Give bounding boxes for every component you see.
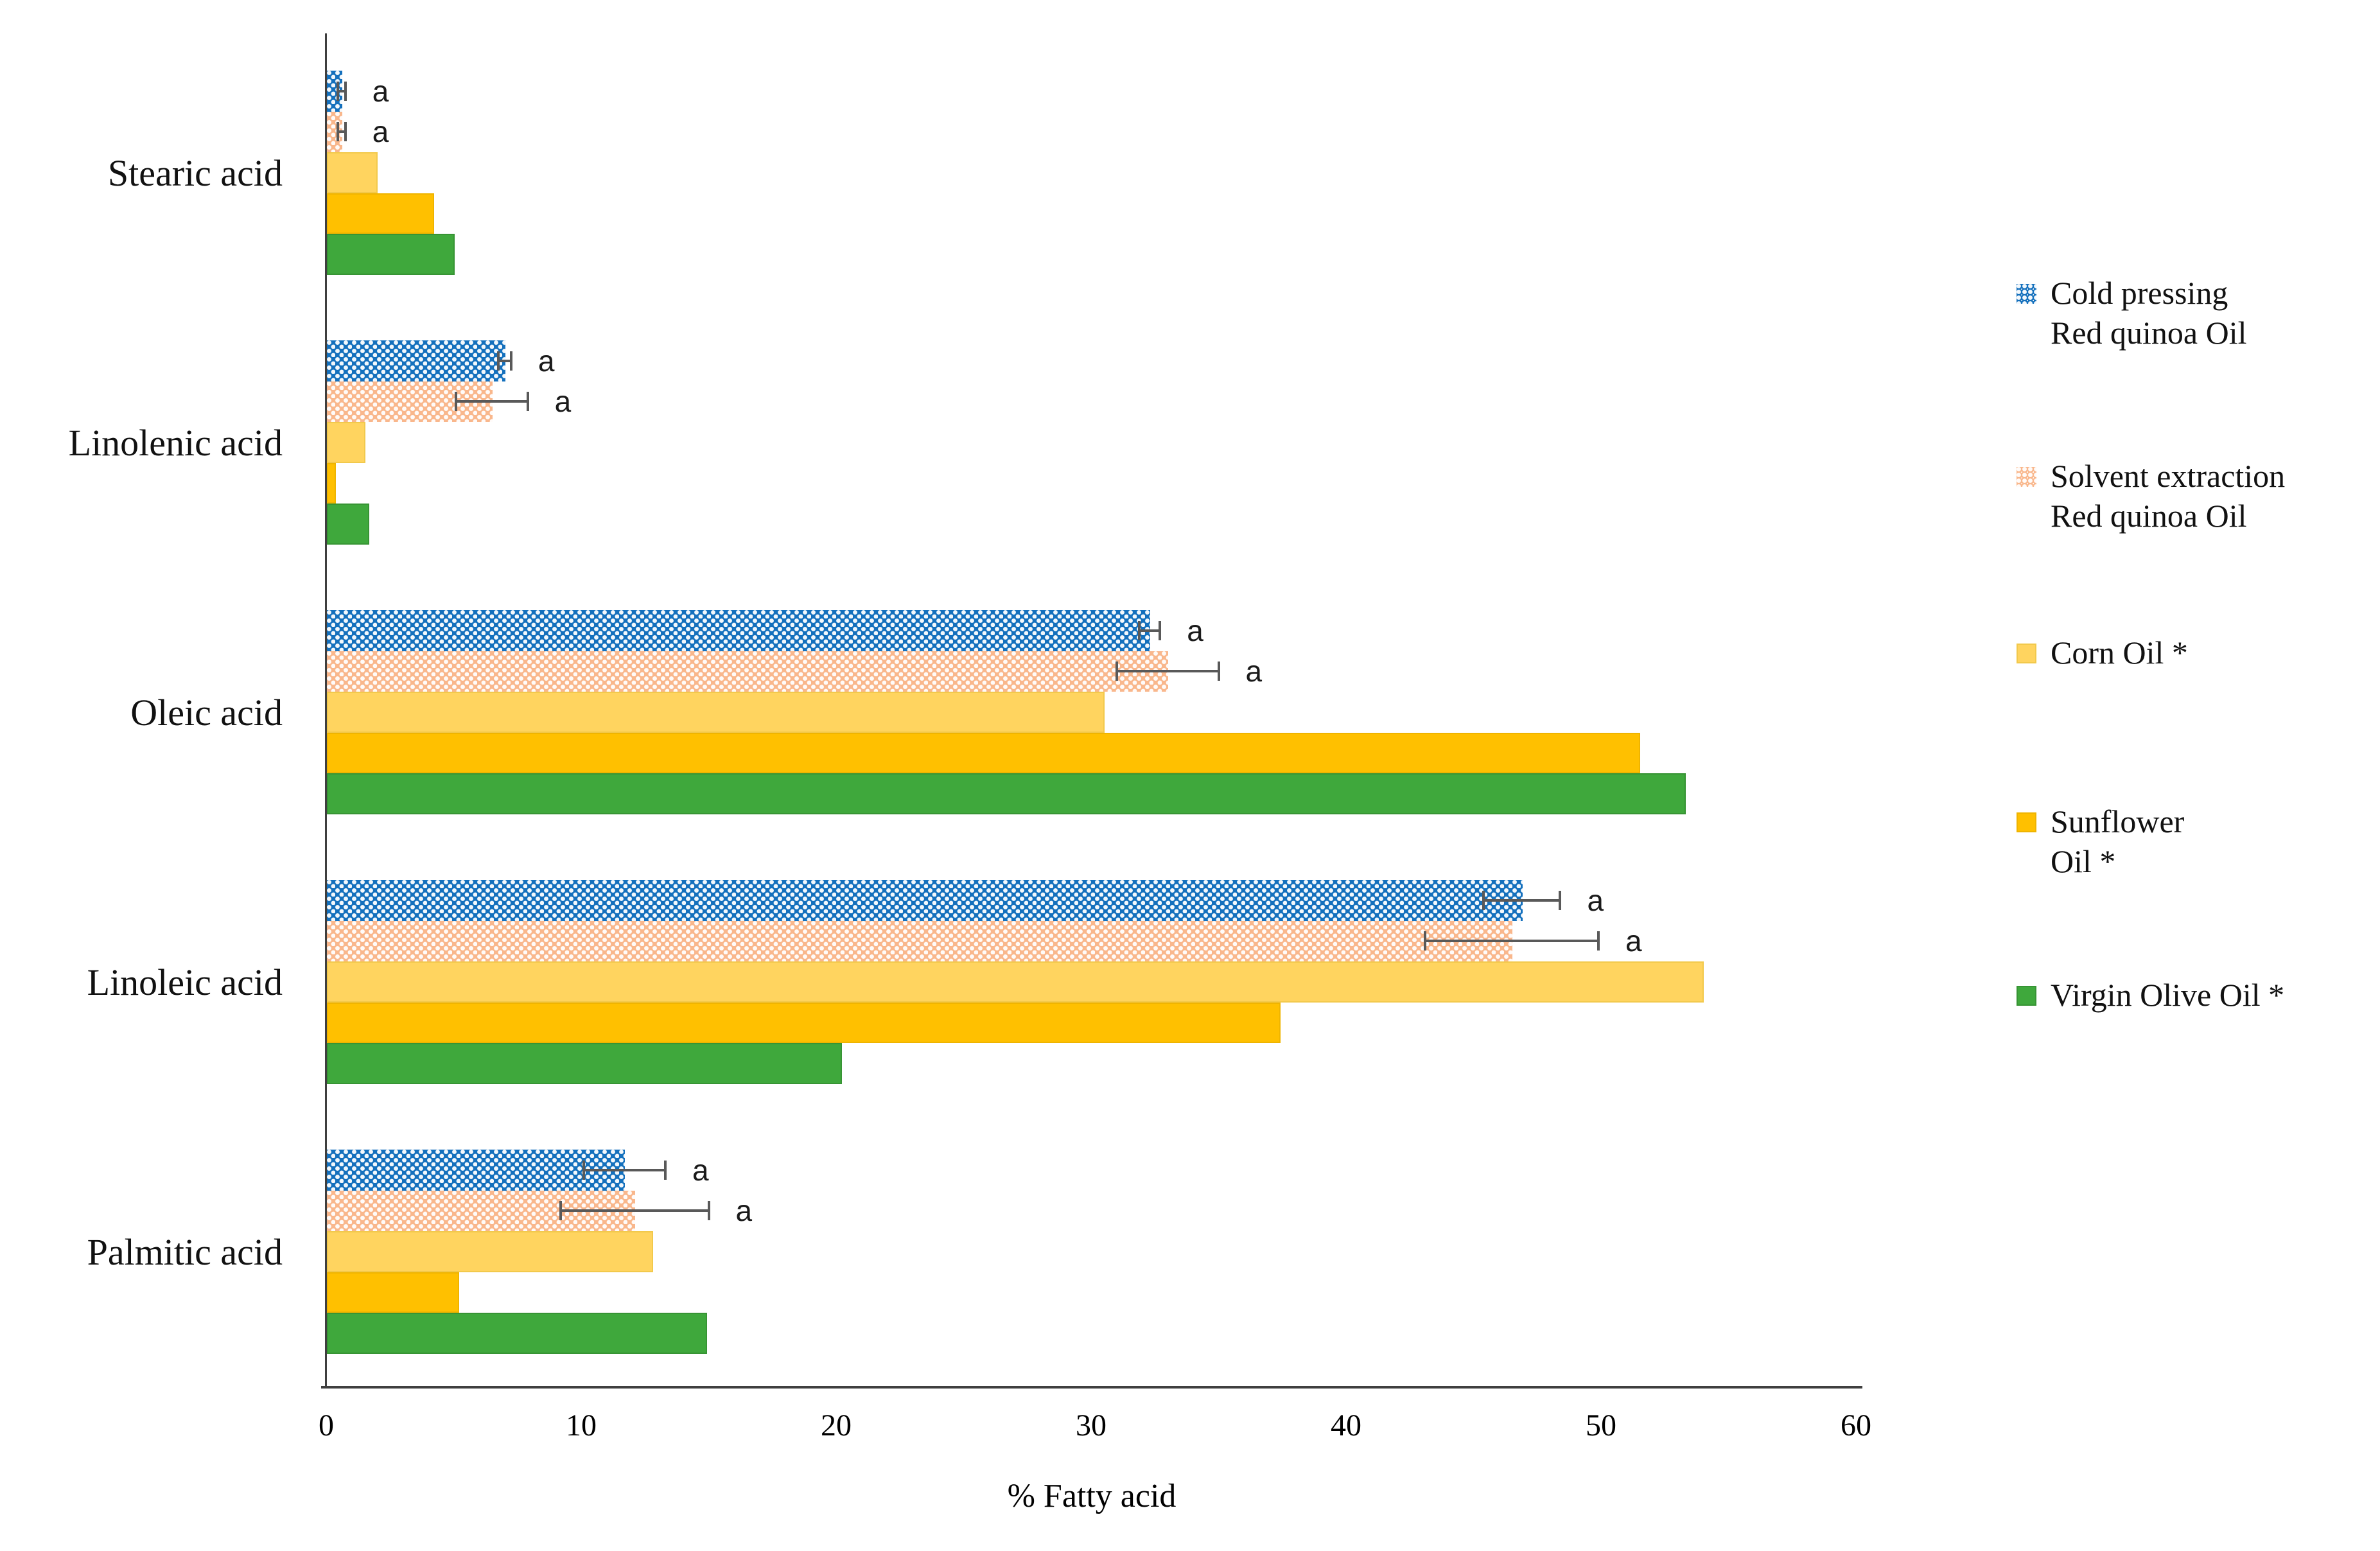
x-tick-label-0: 0 bbox=[319, 1408, 334, 1442]
significance-letter-cold-pressing-red-quinoa-oil-oleic-acid: a bbox=[1187, 613, 1203, 647]
bar-corn-oil-linolenic-acid bbox=[327, 422, 365, 463]
error-bar-cap-left bbox=[336, 81, 339, 101]
error-bar-cap-right bbox=[1597, 931, 1600, 951]
bar-solvent-extraction-red-quinoa-oil-oleic-acid bbox=[327, 651, 1169, 692]
x-tick-label-20: 20 bbox=[821, 1408, 852, 1442]
legend-item-sunflower-oil: Sunflower Oil * bbox=[2017, 802, 2184, 881]
error-bar-cap-right bbox=[344, 81, 347, 101]
significance-letter-solvent-extraction-red-quinoa-oil-palmitic-acid: a bbox=[735, 1194, 753, 1228]
legend-swatch-corn-oil bbox=[2017, 644, 2036, 663]
bar-virgin-olive-oil-linolenic-acid bbox=[327, 504, 369, 545]
bar-cold-pressing-red-quinoa-oil-palmitic-acid bbox=[327, 1150, 626, 1191]
x-tick-label-30: 30 bbox=[1076, 1408, 1107, 1442]
error-bar-cap-right bbox=[707, 1201, 710, 1221]
error-bar-cap-left bbox=[582, 1160, 585, 1180]
error-bar-cold-pressing-red-quinoa-oil-linoleic-acid bbox=[1483, 898, 1561, 902]
error-bar-cold-pressing-red-quinoa-oil-oleic-acid bbox=[1139, 629, 1160, 632]
bar-cold-pressing-red-quinoa-oil-stearic-acid bbox=[327, 71, 342, 112]
bar-sunflower-oil-linoleic-acid bbox=[327, 1002, 1281, 1044]
legend-item-cold-pressing-red-quinoa-oil: Cold pressing Red quinoa Oil bbox=[2017, 273, 2247, 353]
bar-solvent-extraction-red-quinoa-oil-linoleic-acid bbox=[327, 920, 1513, 962]
bar-cold-pressing-red-quinoa-oil-linolenic-acid bbox=[327, 340, 505, 381]
category-label-linoleic-acid: Linoleic acid bbox=[87, 961, 283, 1003]
bar-sunflower-oil-linolenic-acid bbox=[327, 462, 336, 504]
error-bar-solvent-extraction-red-quinoa-oil-linoleic-acid bbox=[1425, 940, 1599, 943]
error-bar-solvent-extraction-red-quinoa-oil-palmitic-acid bbox=[561, 1209, 709, 1213]
legend-label-sunflower-oil: Sunflower Oil * bbox=[2051, 803, 2185, 879]
legend-item-virgin-olive-oil: Virgin Olive Oil * bbox=[2017, 975, 2284, 1015]
category-label-oleic-acid: Oleic acid bbox=[130, 691, 283, 733]
error-bar-cold-pressing-red-quinoa-oil-linolenic-acid bbox=[498, 359, 511, 362]
bar-solvent-extraction-red-quinoa-oil-palmitic-acid bbox=[327, 1190, 636, 1232]
bar-sunflower-oil-palmitic-acid bbox=[327, 1272, 460, 1313]
error-bar-cap-right bbox=[344, 122, 347, 142]
legend-item-corn-oil: Corn Oil * bbox=[2017, 633, 2188, 672]
error-bar-cap-left bbox=[559, 1201, 563, 1221]
x-tick-label-40: 40 bbox=[1331, 1408, 1361, 1442]
significance-letter-solvent-extraction-red-quinoa-oil-linoleic-acid: a bbox=[1625, 924, 1642, 958]
legend-swatch-sunflower-oil bbox=[2017, 812, 2036, 832]
x-axis-title: % Fatty acid bbox=[1007, 1478, 1177, 1514]
error-bar-cap-left bbox=[455, 392, 458, 412]
significance-letter-solvent-extraction-red-quinoa-oil-stearic-acid: a bbox=[372, 115, 389, 149]
error-bar-cap-right bbox=[509, 351, 512, 371]
bar-virgin-olive-oil-stearic-acid bbox=[327, 234, 455, 275]
error-bar-cap-left bbox=[336, 122, 339, 142]
x-tick-label-50: 50 bbox=[1586, 1408, 1616, 1442]
bar-virgin-olive-oil-oleic-acid bbox=[327, 773, 1686, 814]
significance-letter-solvent-extraction-red-quinoa-oil-linolenic-acid: a bbox=[554, 385, 572, 419]
error-bar-cap-right bbox=[664, 1160, 667, 1180]
error-bar-solvent-extraction-red-quinoa-oil-oleic-acid bbox=[1116, 670, 1219, 673]
bar-corn-oil-stearic-acid bbox=[327, 152, 378, 193]
error-bar-cap-left bbox=[1115, 662, 1118, 681]
legend-label-solvent-extraction-red-quinoa-oil: Solvent extraction Red quinoa Oil bbox=[2051, 458, 2286, 534]
bar-corn-oil-oleic-acid bbox=[327, 692, 1105, 733]
bar-corn-oil-linoleic-acid bbox=[327, 961, 1704, 1003]
legend-label-cold-pressing-red-quinoa-oil: Cold pressing Red quinoa Oil bbox=[2051, 275, 2247, 351]
x-tick-label-60: 60 bbox=[1841, 1408, 1871, 1442]
error-bar-cap-right bbox=[526, 392, 529, 412]
error-bar-cap-left bbox=[1482, 890, 1485, 910]
category-label-linolenic-acid: Linolenic acid bbox=[68, 421, 283, 464]
significance-letter-solvent-extraction-red-quinoa-oil-oleic-acid: a bbox=[1245, 654, 1263, 688]
error-bar-cold-pressing-red-quinoa-oil-stearic-acid bbox=[337, 89, 346, 92]
bar-cold-pressing-red-quinoa-oil-oleic-acid bbox=[327, 610, 1151, 651]
legend-label-corn-oil: Corn Oil * bbox=[2051, 635, 2188, 670]
error-bar-cap-right bbox=[1159, 620, 1162, 640]
error-bar-cap-left bbox=[1424, 931, 1427, 951]
x-tick-label-10: 10 bbox=[566, 1408, 597, 1442]
x-axis-line bbox=[321, 1386, 1862, 1389]
legend-swatch-solvent-extraction-red-quinoa-oil bbox=[2017, 467, 2036, 487]
significance-letter-cold-pressing-red-quinoa-oil-linolenic-acid: a bbox=[538, 344, 555, 378]
bar-corn-oil-palmitic-acid bbox=[327, 1231, 654, 1272]
bar-cold-pressing-red-quinoa-oil-linoleic-acid bbox=[327, 880, 1523, 921]
error-bar-solvent-extraction-red-quinoa-oil-linolenic-acid bbox=[456, 400, 528, 403]
bar-sunflower-oil-stearic-acid bbox=[327, 193, 434, 234]
legend-swatch-virgin-olive-oil bbox=[2017, 986, 2036, 1006]
error-bar-cap-left bbox=[1138, 620, 1141, 640]
y-axis-line bbox=[325, 33, 327, 1389]
error-bar-solvent-extraction-red-quinoa-oil-stearic-acid bbox=[337, 130, 346, 134]
legend-swatch-cold-pressing-red-quinoa-oil bbox=[2017, 284, 2036, 304]
bar-solvent-extraction-red-quinoa-oil-stearic-acid bbox=[327, 111, 342, 153]
significance-letter-cold-pressing-red-quinoa-oil-linoleic-acid: a bbox=[1587, 883, 1604, 917]
bar-virgin-olive-oil-linoleic-acid bbox=[327, 1043, 842, 1084]
bar-virgin-olive-oil-palmitic-acid bbox=[327, 1313, 707, 1354]
category-label-palmitic-acid: Palmitic acid bbox=[87, 1231, 283, 1273]
error-bar-cap-left bbox=[496, 351, 500, 371]
bar-sunflower-oil-oleic-acid bbox=[327, 732, 1640, 774]
significance-letter-cold-pressing-red-quinoa-oil-palmitic-acid: a bbox=[692, 1153, 709, 1187]
legend-label-virgin-olive-oil: Virgin Olive Oil * bbox=[2051, 977, 2285, 1013]
significance-letter-cold-pressing-red-quinoa-oil-stearic-acid: a bbox=[372, 74, 389, 108]
error-bar-cap-right bbox=[1217, 662, 1220, 681]
error-bar-cold-pressing-red-quinoa-oil-palmitic-acid bbox=[583, 1168, 665, 1171]
category-label-stearic-acid: Stearic acid bbox=[107, 152, 283, 194]
legend-item-solvent-extraction-red-quinoa-oil: Solvent extraction Red quinoa Oil bbox=[2017, 456, 2285, 536]
error-bar-cap-right bbox=[1559, 890, 1562, 910]
